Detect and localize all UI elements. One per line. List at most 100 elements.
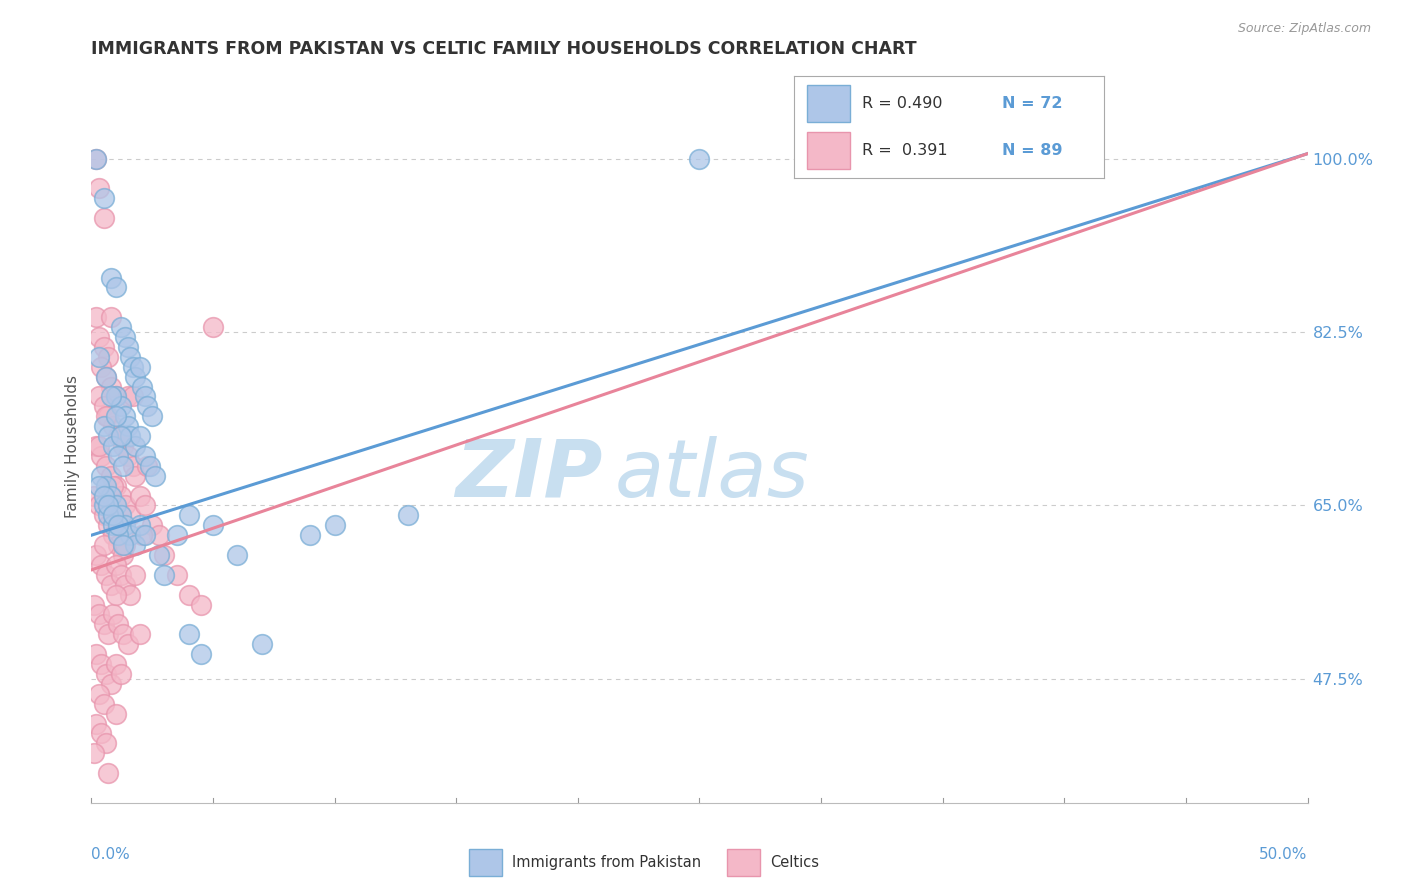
Point <box>84 152 107 166</box>
Point <box>110 567 132 582</box>
Point <box>114 538 136 552</box>
Point <box>124 439 146 453</box>
Text: N = 89: N = 89 <box>1001 144 1062 158</box>
Point <box>202 518 225 533</box>
Point <box>103 439 125 453</box>
Point <box>84 716 107 731</box>
Point <box>143 468 166 483</box>
Point <box>111 439 134 453</box>
Point <box>100 578 122 592</box>
Point <box>103 518 125 533</box>
Point <box>111 538 134 552</box>
Point <box>97 409 120 424</box>
Point <box>93 400 115 414</box>
Point <box>94 409 117 424</box>
Point <box>114 330 136 344</box>
Point <box>202 320 225 334</box>
Point <box>120 429 142 443</box>
Point <box>121 458 143 473</box>
Point <box>250 637 273 651</box>
Point <box>134 499 156 513</box>
Text: 50.0%: 50.0% <box>1260 847 1308 863</box>
Point <box>117 449 139 463</box>
Point <box>103 528 125 542</box>
Point <box>107 528 129 542</box>
Point <box>87 499 110 513</box>
Point <box>103 419 125 434</box>
Point <box>107 617 129 632</box>
Point <box>153 567 176 582</box>
Point <box>97 429 120 443</box>
Point <box>124 468 146 483</box>
Text: atlas: atlas <box>614 435 808 514</box>
Point <box>177 627 200 641</box>
Point <box>104 389 127 403</box>
Point <box>90 359 112 374</box>
Text: Immigrants from Pakistan: Immigrants from Pakistan <box>512 855 702 870</box>
Point <box>104 558 127 572</box>
Point <box>94 736 117 750</box>
Point <box>107 429 129 443</box>
Point <box>134 389 156 403</box>
Point <box>83 489 105 503</box>
Point <box>134 449 156 463</box>
Point <box>121 389 143 403</box>
Point <box>141 409 163 424</box>
Point <box>93 697 115 711</box>
Point <box>124 538 146 552</box>
FancyBboxPatch shape <box>807 132 851 169</box>
Text: ZIP: ZIP <box>454 435 602 514</box>
Point <box>117 389 139 403</box>
Point <box>114 518 136 533</box>
Point <box>87 389 110 403</box>
Point <box>100 270 122 285</box>
Point <box>94 369 117 384</box>
Point <box>166 528 188 542</box>
Point <box>120 588 142 602</box>
Point <box>141 518 163 533</box>
Point <box>117 419 139 434</box>
FancyBboxPatch shape <box>468 849 502 876</box>
Point <box>104 280 127 294</box>
Point <box>93 191 115 205</box>
Point <box>131 528 153 542</box>
Point <box>177 588 200 602</box>
Point <box>90 449 112 463</box>
Point <box>97 499 120 513</box>
Point <box>93 538 115 552</box>
Point <box>84 548 107 562</box>
Point <box>90 468 112 483</box>
Point <box>100 489 122 503</box>
Point <box>97 518 120 533</box>
Point <box>104 657 127 671</box>
Point <box>94 478 117 492</box>
Point <box>93 617 115 632</box>
Point <box>117 528 139 542</box>
Point <box>94 567 117 582</box>
Point <box>97 508 120 523</box>
Point <box>124 567 146 582</box>
Point <box>104 478 127 492</box>
Point <box>148 548 170 562</box>
Point <box>190 647 212 661</box>
Point <box>104 409 127 424</box>
Y-axis label: Family Households: Family Households <box>65 375 80 517</box>
Text: R =  0.391: R = 0.391 <box>862 144 948 158</box>
Point <box>110 400 132 414</box>
Point <box>166 567 188 582</box>
Point <box>94 667 117 681</box>
Point <box>87 330 110 344</box>
Text: Celtics: Celtics <box>770 855 818 870</box>
Point <box>111 548 134 562</box>
Point <box>111 458 134 473</box>
Point <box>117 637 139 651</box>
Point <box>110 489 132 503</box>
Point <box>129 627 152 641</box>
Point <box>129 489 152 503</box>
Point <box>97 350 120 364</box>
Point <box>103 607 125 622</box>
Text: 0.0%: 0.0% <box>91 847 131 863</box>
FancyBboxPatch shape <box>727 849 761 876</box>
Point <box>107 518 129 533</box>
Point <box>131 379 153 393</box>
